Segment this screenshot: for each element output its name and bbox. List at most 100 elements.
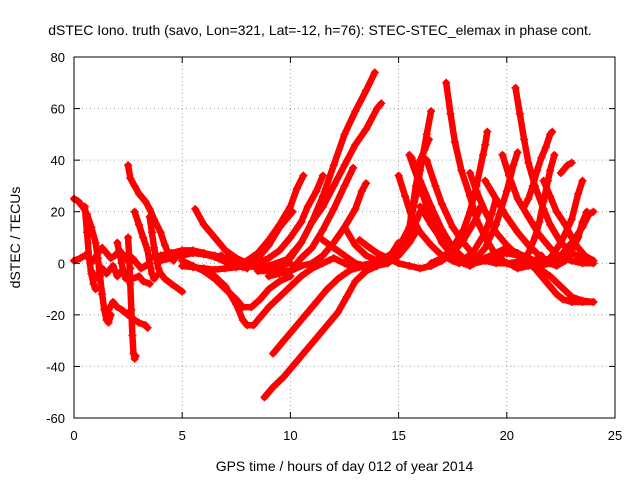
series-29 (383, 135, 433, 265)
data-point-marker (301, 310, 310, 319)
data-point-marker (481, 176, 490, 185)
data-point-marker (102, 249, 111, 257)
y-tick-label: 40 (51, 153, 65, 168)
data-point-marker (351, 241, 360, 250)
data-point-marker (87, 267, 96, 275)
series-22 (264, 99, 386, 270)
data-point-marker (556, 254, 565, 263)
data-point-marker (466, 207, 474, 216)
data-point-marker (530, 233, 539, 242)
data-point-marker (405, 223, 414, 232)
data-point-marker (370, 68, 379, 77)
data-point-marker (160, 274, 169, 283)
data-point-marker (535, 251, 544, 260)
data-point-marker (373, 249, 381, 257)
data-point-marker (318, 259, 327, 268)
y-tick-label: 80 (51, 50, 65, 65)
data-point-marker (422, 156, 431, 165)
data-point-marker (145, 279, 154, 288)
data-point-marker (139, 233, 148, 242)
data-point-marker (340, 259, 349, 268)
data-point-marker (253, 267, 262, 275)
data-point-marker (290, 323, 299, 332)
data-point-marker (80, 202, 89, 211)
data-point-marker (550, 151, 559, 159)
data-point-marker (546, 220, 555, 229)
series-5 (104, 298, 152, 332)
data-point-marker (578, 296, 587, 305)
data-point-marker (312, 187, 321, 196)
data-point-marker (286, 202, 295, 211)
data-point-marker (437, 236, 446, 245)
data-point-marker (535, 218, 544, 226)
data-point-marker (134, 220, 143, 229)
data-point-marker (552, 290, 561, 299)
data-point-marker (437, 200, 446, 208)
data-point-marker (147, 269, 156, 278)
series-16 (199, 254, 371, 330)
data-point-marker (420, 145, 429, 154)
data-point-marker (355, 236, 364, 245)
data-point-marker (394, 171, 403, 180)
data-point-marker (238, 316, 247, 324)
data-point-marker (269, 383, 278, 392)
data-point-marker (91, 274, 100, 283)
data-point-marker (134, 318, 143, 327)
data-point-marker (528, 181, 537, 190)
data-point-marker (492, 251, 500, 260)
data-point-marker (98, 290, 107, 299)
grid (74, 57, 615, 418)
data-point-marker (349, 163, 358, 172)
data-point-marker (301, 347, 310, 355)
y-axis-label: dSTEC / TECUs (7, 187, 23, 289)
data-point-marker (470, 251, 479, 260)
x-tick-label: 20 (500, 428, 514, 443)
data-point-marker (106, 310, 115, 319)
data-point-marker (199, 267, 208, 275)
data-point-marker (546, 259, 555, 268)
data-point-marker (318, 236, 327, 245)
data-point-marker (247, 303, 256, 312)
data-point-marker (483, 127, 492, 136)
data-point-marker (582, 207, 591, 216)
data-point-marker (137, 264, 146, 273)
data-point-marker (383, 256, 392, 265)
data-point-marker (154, 264, 163, 273)
data-point-marker (405, 151, 414, 159)
data-point-marker (232, 259, 241, 268)
data-point-marker (329, 243, 338, 252)
data-point-marker (427, 259, 436, 268)
data-point-marker (292, 184, 301, 193)
data-point-marker (134, 272, 143, 281)
data-point-marker (574, 189, 583, 198)
data-point-marker (279, 372, 288, 381)
data-point-marker (357, 187, 366, 196)
data-point-marker (515, 109, 524, 118)
data-point-marker (578, 218, 587, 226)
data-point-marker (377, 99, 386, 108)
data-point-marker (472, 215, 481, 224)
data-point-marker (539, 176, 548, 185)
data-point-marker (76, 254, 85, 263)
data-point-marker (109, 261, 117, 270)
data-point-marker (344, 267, 353, 275)
data-point-marker (334, 308, 342, 317)
data-point-marker (264, 285, 273, 294)
data-point-marker (513, 251, 522, 260)
data-point-marker (178, 287, 187, 296)
data-point-marker (513, 148, 522, 157)
data-point-marker (362, 86, 371, 95)
data-point-marker (505, 171, 513, 180)
data-point-marker (297, 261, 306, 270)
data-point-marker (427, 220, 436, 229)
data-point-marker (416, 181, 425, 190)
data-point-marker (373, 261, 381, 270)
data-point-marker (139, 277, 148, 286)
data-point-marker (264, 303, 273, 312)
data-point-marker (318, 225, 327, 234)
series-trace (233, 172, 307, 267)
data-point-marker (130, 207, 139, 216)
data-point-marker (156, 269, 165, 278)
data-point-marker (323, 285, 332, 294)
data-point-marker (535, 264, 544, 273)
